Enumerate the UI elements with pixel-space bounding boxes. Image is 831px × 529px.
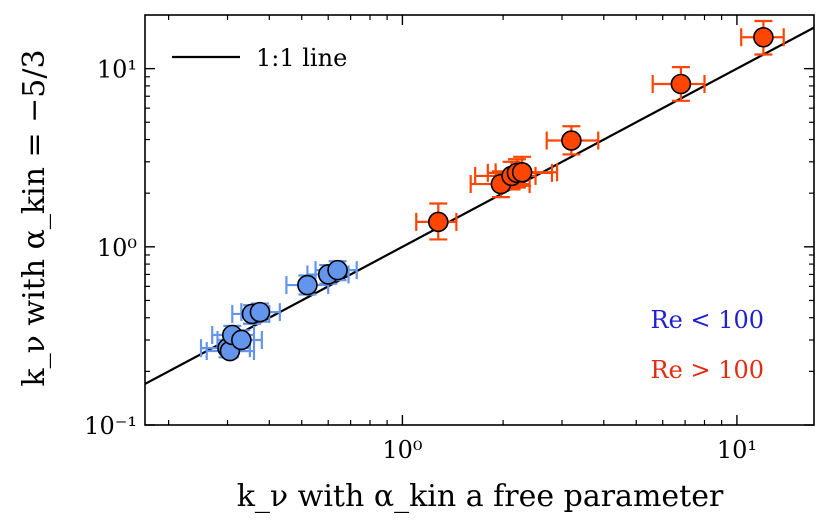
- data-point: [561, 130, 582, 151]
- series-0: [199, 259, 358, 362]
- y-tick-label: 10¹: [97, 56, 137, 84]
- x-tick-label: 10¹: [717, 436, 757, 464]
- legend-label: 1:1 line: [256, 44, 347, 72]
- data-point: [249, 301, 271, 323]
- data-point: [753, 26, 774, 48]
- annotation-high-re: Re > 100: [651, 356, 764, 384]
- y-tick-label: 10⁻¹: [84, 412, 137, 440]
- x-axis-label: k_ν with α_kin a free parameter: [237, 479, 724, 514]
- data-point: [427, 211, 449, 233]
- data-point: [297, 274, 318, 296]
- y-axis-label: k_ν with α_kin = −5/3: [17, 49, 52, 386]
- ticks-layer: 10⁰ 10¹ 10⁻¹ 10⁰ 10¹: [84, 15, 814, 464]
- y-tick-label: 10⁰: [97, 234, 137, 262]
- data-point: [511, 161, 533, 183]
- x-tick-label: 10⁰: [382, 436, 422, 464]
- series-1: [415, 19, 785, 241]
- data-layer: [145, 19, 814, 385]
- annotation-low-re: Re < 100: [651, 306, 764, 334]
- series-layer: [199, 19, 785, 362]
- legend: 1:1 line: [172, 44, 347, 72]
- data-point: [231, 329, 252, 351]
- plot-frame: [144, 14, 815, 426]
- data-point: [670, 73, 692, 95]
- data-point: [327, 259, 348, 281]
